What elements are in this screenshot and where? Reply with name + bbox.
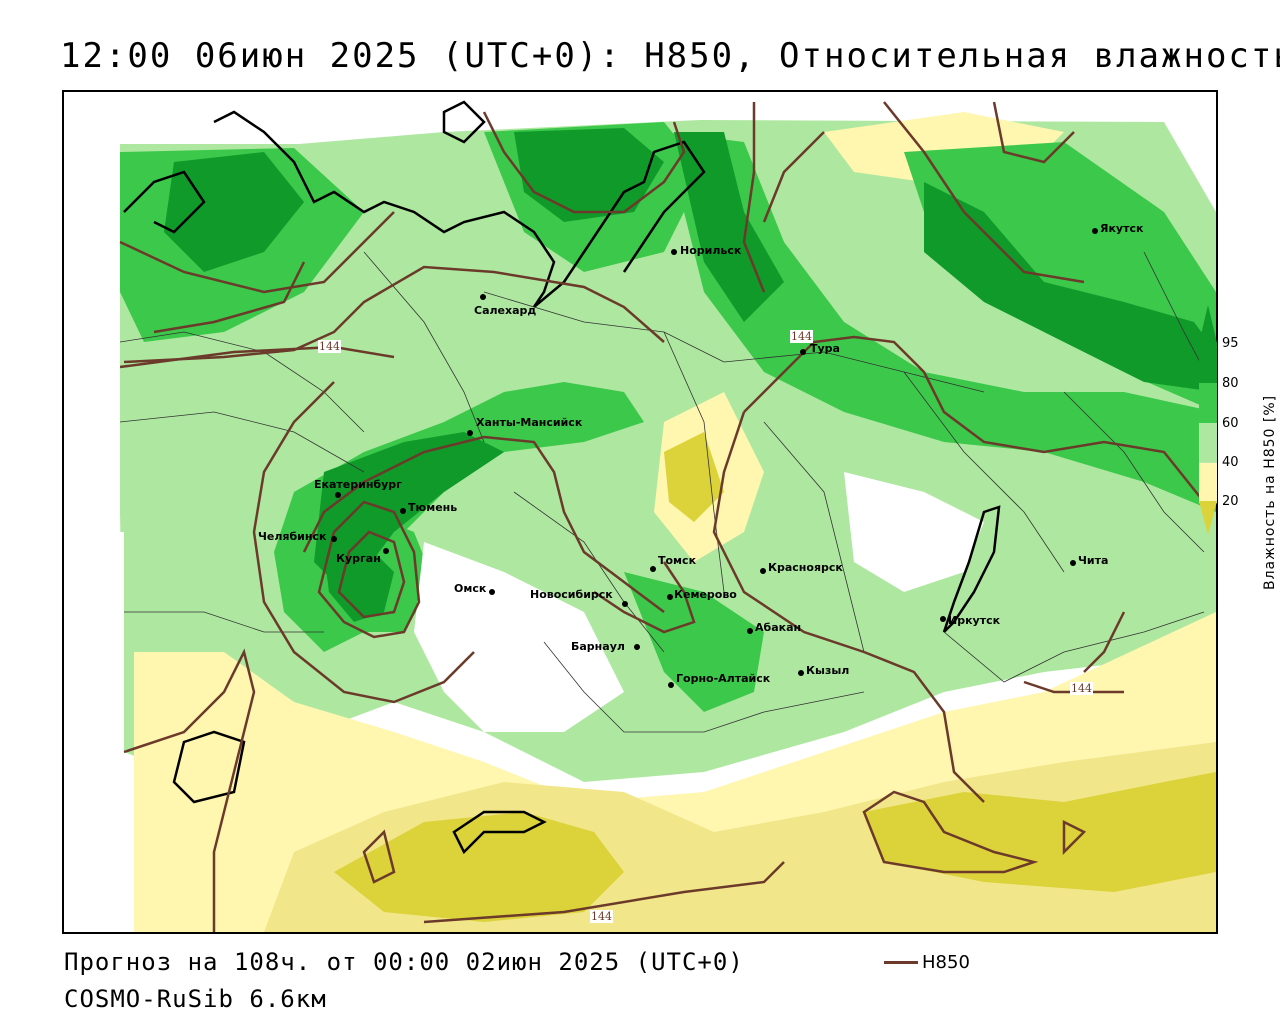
colorbar-tick-40: 40	[1222, 455, 1239, 470]
city-label-tomsk: Томск	[658, 554, 697, 567]
isoline-label-144-tura: 144	[790, 330, 813, 343]
city-dot	[650, 566, 656, 572]
city-dot	[747, 628, 753, 634]
borders	[119, 251, 1216, 733]
city-dot	[1092, 228, 1098, 234]
olive-region-2	[864, 772, 1216, 892]
map-title: 12:00 06июн 2025 (UTC+0): H850, Относите…	[60, 36, 1280, 76]
city-dot	[335, 492, 341, 498]
colorbar-tick-60: 60	[1222, 416, 1239, 431]
city-label-gorno-altaysk: Горно-Алтайск	[676, 672, 771, 685]
isoline-label-144-east: 144	[1070, 682, 1093, 695]
dry-patch-west	[64, 532, 124, 932]
model-name: COSMO-RuSib 6.6км	[64, 985, 327, 1013]
h850-legend-label: H850	[922, 952, 970, 973]
city-dot	[383, 548, 389, 554]
city-label-kemerovo: Кемерово	[674, 588, 737, 601]
city-label-chelyabinsk: Челябинск	[258, 530, 327, 543]
city-label-abakan: Абакан	[755, 621, 802, 634]
city-label-tura: Тура	[810, 342, 840, 355]
olive-center	[664, 432, 724, 522]
city-dot	[400, 508, 406, 514]
city-label-omsk: Омск	[454, 582, 487, 595]
h850-legend: H850	[884, 952, 970, 973]
colorbar-title: Влажность на H850 [%]	[1262, 394, 1278, 590]
city-dot	[634, 644, 640, 650]
dark-green-arctic	[514, 128, 664, 222]
city-label-norilsk: Норильск	[680, 244, 742, 257]
dark-green-kurgan	[324, 542, 394, 622]
city-dot	[331, 536, 337, 542]
green-north-central	[664, 132, 1216, 512]
colorbar	[1199, 305, 1217, 535]
city-dot	[480, 294, 486, 300]
city-label-khanty-mansiysk: Ханты-Мансийск	[476, 416, 583, 429]
isoline-label-144-west: 144	[318, 340, 341, 353]
city-dot	[800, 349, 806, 355]
humidity-map: 144 144 144 144 Якутск Норильск Салехард…	[62, 90, 1218, 934]
forecast-info: Прогноз на 108ч. от 00:00 02июн 2025 (UT…	[64, 948, 744, 976]
dark-green-west	[164, 152, 304, 272]
map-fields	[64, 92, 1216, 932]
dark-green-east-band	[924, 182, 1216, 392]
city-label-tyumen: Тюмень	[408, 501, 458, 514]
city-dot	[667, 594, 673, 600]
dry-patch-east	[844, 472, 984, 592]
city-dot	[467, 430, 473, 436]
colorbar-tick-20: 20	[1222, 494, 1239, 509]
city-label-kurgan: Курган	[336, 552, 381, 565]
isoline-label-144-south: 144	[590, 910, 613, 923]
city-label-krasnoyarsk: Красноярск	[768, 561, 843, 574]
h850-line-swatch	[884, 961, 918, 964]
city-dot	[668, 682, 674, 688]
olive-region-1	[334, 812, 624, 922]
city-label-novosibirsk: Новосибирск	[530, 588, 613, 601]
city-label-kyzyl: Кызыл	[806, 664, 850, 677]
dry-patch-south	[414, 542, 624, 732]
city-label-salekhard: Салехард	[474, 304, 537, 317]
colorbar-tick-95: 95	[1222, 336, 1239, 351]
h850-isolines	[119, 101, 1205, 932]
coastlines	[123, 100, 1001, 855]
city-dot	[489, 589, 495, 595]
city-dot	[671, 249, 677, 255]
city-label-chita: Чита	[1078, 554, 1109, 567]
city-label-irkutsk: Иркутск	[948, 614, 1001, 627]
colorbar-tick-80: 80	[1222, 376, 1239, 391]
city-label-yakutsk: Якутск	[1100, 222, 1144, 235]
city-label-yekaterinburg: Екатеринбург	[314, 478, 402, 491]
city-label-barnaul: Барнаул	[571, 640, 625, 653]
city-dot	[1070, 560, 1076, 566]
city-dot	[622, 601, 628, 607]
city-dot	[760, 568, 766, 574]
city-dot	[940, 616, 946, 622]
city-dot	[798, 670, 804, 676]
